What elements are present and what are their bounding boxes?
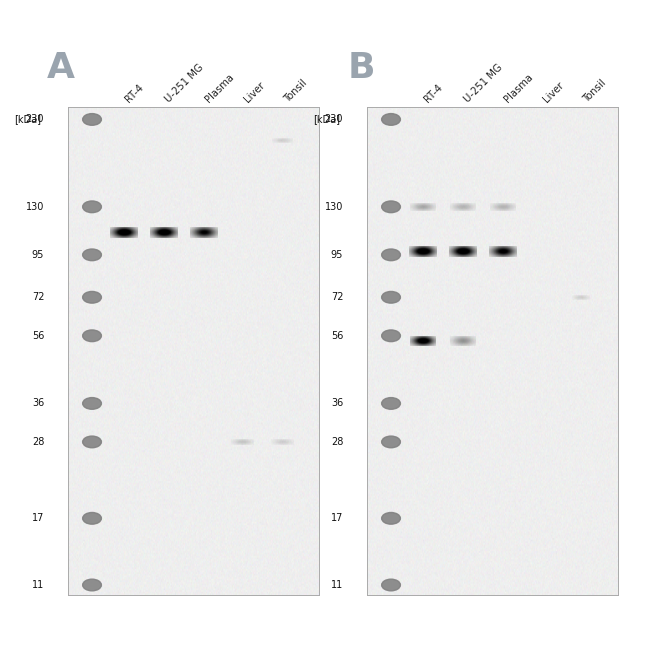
Text: [kDa]: [kDa]: [14, 114, 41, 125]
Text: Tonsil: Tonsil: [581, 77, 608, 104]
Ellipse shape: [382, 201, 400, 213]
Text: 95: 95: [32, 250, 44, 260]
Ellipse shape: [382, 249, 400, 261]
Text: Liver: Liver: [541, 79, 566, 104]
Ellipse shape: [382, 330, 400, 342]
Text: 36: 36: [32, 398, 44, 408]
Ellipse shape: [382, 291, 400, 303]
Text: 17: 17: [331, 514, 343, 523]
Text: U-251 MG: U-251 MG: [462, 62, 504, 104]
Text: 17: 17: [32, 514, 44, 523]
Text: 11: 11: [331, 580, 343, 590]
Ellipse shape: [382, 579, 400, 591]
Text: RT-4: RT-4: [422, 82, 445, 104]
Text: 36: 36: [331, 398, 343, 408]
Text: 11: 11: [32, 580, 44, 590]
Text: 56: 56: [32, 331, 44, 341]
Ellipse shape: [83, 201, 101, 213]
Text: 28: 28: [32, 437, 44, 447]
Text: A: A: [47, 51, 75, 84]
Text: 230: 230: [325, 114, 343, 124]
Text: U-251 MG: U-251 MG: [163, 62, 205, 104]
Text: 230: 230: [26, 114, 44, 124]
Text: 28: 28: [331, 437, 343, 447]
Text: 95: 95: [331, 250, 343, 260]
Ellipse shape: [382, 398, 400, 410]
Text: 130: 130: [26, 202, 44, 212]
Ellipse shape: [382, 436, 400, 448]
Ellipse shape: [83, 436, 101, 448]
Text: Liver: Liver: [242, 79, 266, 104]
Ellipse shape: [83, 114, 101, 125]
Ellipse shape: [83, 512, 101, 524]
Text: B: B: [348, 51, 375, 84]
Ellipse shape: [83, 249, 101, 261]
Ellipse shape: [83, 579, 101, 591]
Text: Tonsil: Tonsil: [282, 77, 309, 104]
Text: Plasma: Plasma: [203, 72, 236, 104]
Text: 72: 72: [331, 292, 343, 302]
Ellipse shape: [83, 291, 101, 303]
Ellipse shape: [83, 330, 101, 342]
Ellipse shape: [83, 398, 101, 410]
Text: 72: 72: [32, 292, 44, 302]
Text: [kDa]: [kDa]: [313, 114, 340, 125]
Text: RT-4: RT-4: [124, 82, 146, 104]
Ellipse shape: [382, 114, 400, 125]
Text: 130: 130: [325, 202, 343, 212]
Text: Plasma: Plasma: [502, 72, 535, 104]
Text: 56: 56: [331, 331, 343, 341]
Ellipse shape: [382, 512, 400, 524]
